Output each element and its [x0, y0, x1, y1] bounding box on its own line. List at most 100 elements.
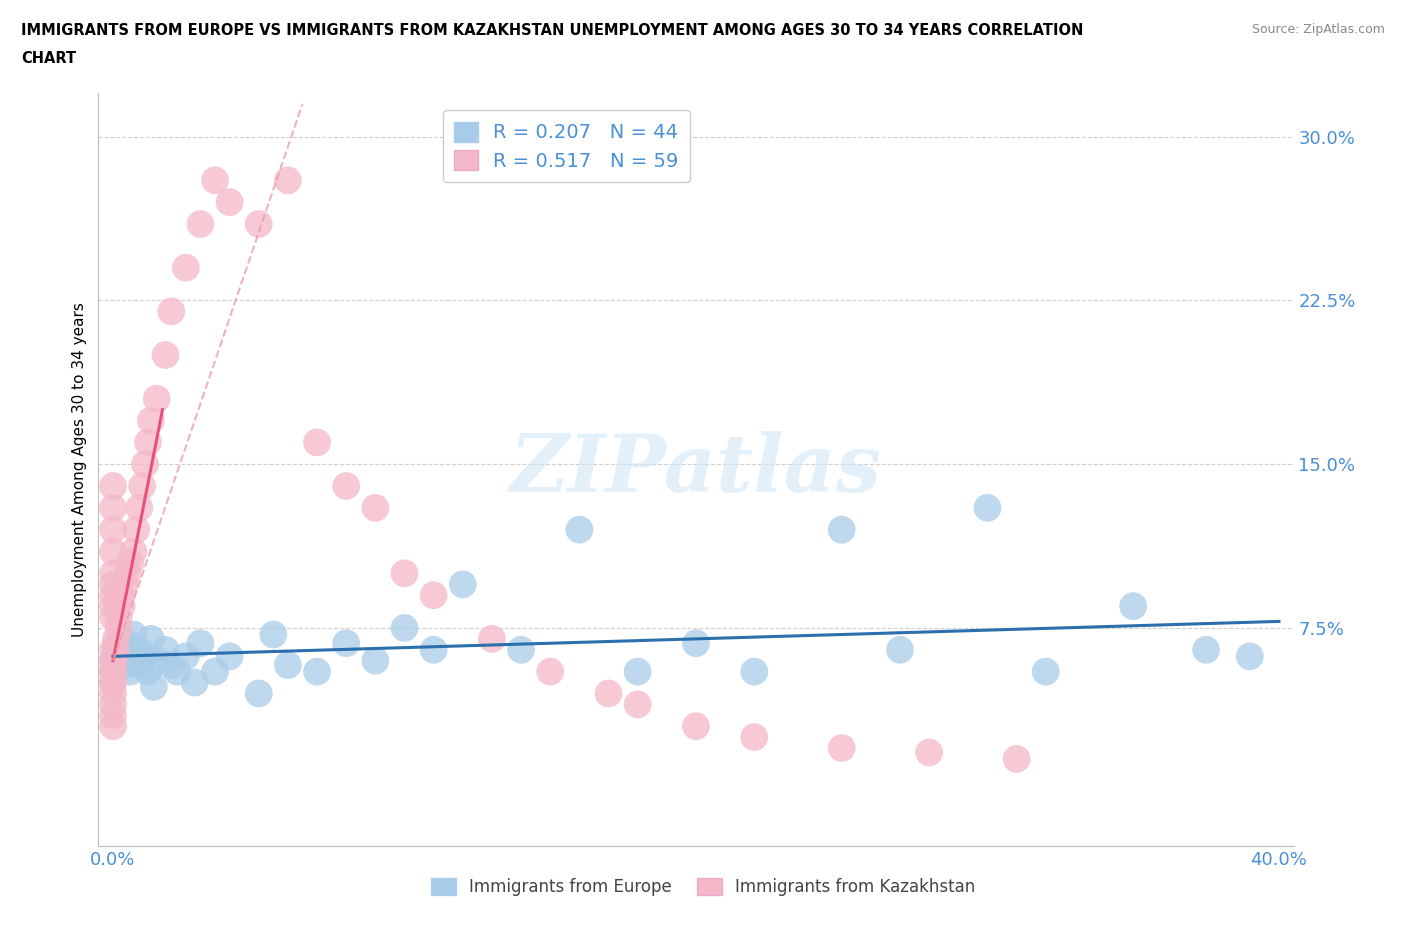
Point — [627, 697, 650, 711]
Point — [422, 588, 444, 603]
Point — [305, 664, 328, 679]
Point — [101, 664, 124, 679]
Point — [190, 636, 212, 651]
Point — [155, 643, 177, 658]
Point — [101, 697, 124, 711]
Point — [101, 544, 124, 559]
Point — [139, 631, 162, 646]
Point — [831, 740, 853, 755]
Point — [114, 577, 136, 591]
Point — [108, 631, 131, 646]
Point — [918, 745, 941, 760]
Point — [111, 588, 134, 603]
Point — [104, 631, 127, 646]
Point — [101, 653, 124, 668]
Point — [422, 643, 444, 658]
Text: IMMIGRANTS FROM EUROPE VS IMMIGRANTS FROM KAZAKHSTAN UNEMPLOYMENT AMONG AGES 30 : IMMIGRANTS FROM EUROPE VS IMMIGRANTS FRO… — [21, 23, 1084, 38]
Point — [364, 500, 387, 515]
Point — [364, 653, 387, 668]
Point — [120, 555, 142, 570]
Point — [104, 643, 127, 658]
Point — [190, 217, 212, 232]
Point — [101, 643, 124, 658]
Point — [139, 413, 162, 428]
Point — [114, 658, 136, 672]
Point — [101, 500, 124, 515]
Point — [598, 686, 620, 701]
Point — [125, 653, 148, 668]
Point — [166, 664, 188, 679]
Point — [117, 566, 139, 581]
Point — [204, 664, 226, 679]
Point — [204, 173, 226, 188]
Point — [155, 348, 177, 363]
Text: ZIPatlas: ZIPatlas — [510, 431, 882, 509]
Point — [131, 479, 153, 494]
Point — [101, 479, 124, 494]
Point — [104, 643, 127, 658]
Point — [976, 500, 998, 515]
Point — [101, 523, 124, 538]
Point — [1035, 664, 1057, 679]
Y-axis label: Unemployment Among Ages 30 to 34 years: Unemployment Among Ages 30 to 34 years — [72, 302, 87, 637]
Point — [122, 544, 145, 559]
Point — [218, 649, 240, 664]
Point — [122, 627, 145, 642]
Point — [131, 658, 153, 672]
Point — [101, 577, 124, 591]
Point — [889, 643, 911, 658]
Point — [108, 609, 131, 624]
Point — [125, 523, 148, 538]
Point — [117, 636, 139, 651]
Point — [101, 719, 124, 734]
Point — [111, 599, 134, 614]
Point — [247, 686, 270, 701]
Point — [1239, 649, 1261, 664]
Point — [174, 260, 197, 275]
Point — [128, 643, 150, 658]
Point — [742, 730, 765, 745]
Point — [142, 680, 165, 695]
Point — [277, 658, 299, 672]
Legend: Immigrants from Europe, Immigrants from Kazakhstan: Immigrants from Europe, Immigrants from … — [425, 871, 981, 903]
Point — [1195, 643, 1218, 658]
Point — [685, 719, 707, 734]
Point — [277, 173, 299, 188]
Point — [145, 392, 167, 406]
Point — [174, 649, 197, 664]
Point — [160, 658, 183, 672]
Point — [128, 500, 150, 515]
Point — [134, 649, 156, 664]
Point — [305, 435, 328, 450]
Point — [101, 675, 124, 690]
Point — [262, 627, 284, 642]
Point — [101, 675, 124, 690]
Point — [247, 217, 270, 232]
Point — [451, 577, 474, 591]
Point — [335, 479, 357, 494]
Point — [101, 588, 124, 603]
Point — [120, 664, 142, 679]
Point — [136, 664, 159, 679]
Point — [1122, 599, 1144, 614]
Point — [136, 435, 159, 450]
Point — [831, 523, 853, 538]
Point — [101, 609, 124, 624]
Point — [145, 653, 167, 668]
Point — [627, 664, 650, 679]
Point — [101, 653, 124, 668]
Text: CHART: CHART — [21, 51, 76, 66]
Point — [101, 566, 124, 581]
Point — [134, 457, 156, 472]
Point — [183, 675, 205, 690]
Text: Source: ZipAtlas.com: Source: ZipAtlas.com — [1251, 23, 1385, 36]
Legend: R = 0.207   N = 44, R = 0.517   N = 59: R = 0.207 N = 44, R = 0.517 N = 59 — [443, 111, 690, 182]
Point — [685, 636, 707, 651]
Point — [101, 708, 124, 723]
Point — [481, 631, 503, 646]
Point — [160, 304, 183, 319]
Point — [394, 566, 416, 581]
Point — [111, 649, 134, 664]
Point — [101, 686, 124, 701]
Point — [1005, 751, 1028, 766]
